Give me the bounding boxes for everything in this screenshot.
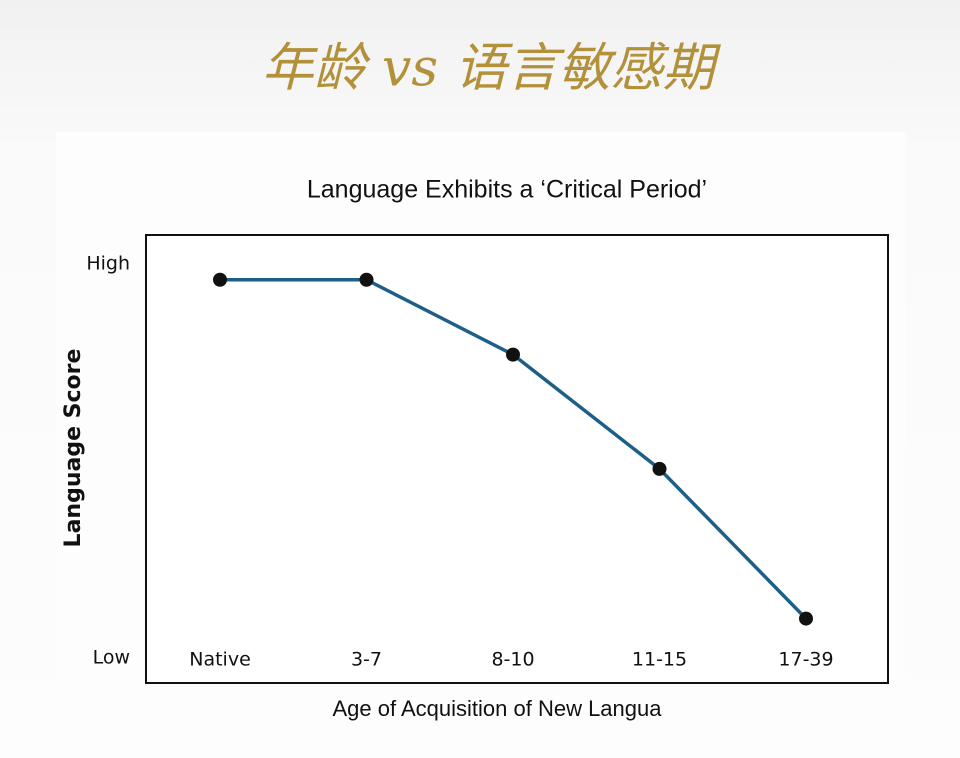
x-axis-label: Age of Acquisition of New Langua [332, 696, 662, 721]
x-tick-label: Native [189, 649, 251, 671]
x-tick-label: 8-10 [491, 649, 534, 671]
data-point [359, 272, 374, 287]
data-point [506, 347, 520, 362]
data-point [799, 611, 813, 626]
y-tick-label: Low [93, 647, 130, 669]
x-tick-label: 3-7 [351, 649, 382, 671]
x-tick-label: 17-39 [778, 649, 833, 671]
y-tick-label: High [86, 253, 130, 275]
data-point [213, 272, 227, 287]
plot-frame [145, 234, 889, 684]
chart-title: Language Exhibits a ‘Critical Period’ [307, 176, 707, 204]
y-axis-label: Language Score [61, 349, 86, 548]
banner-title: 年龄 vs 语言敏感期 [261, 39, 721, 99]
x-tick-label: 11-15 [632, 649, 687, 671]
data-point [652, 461, 667, 476]
